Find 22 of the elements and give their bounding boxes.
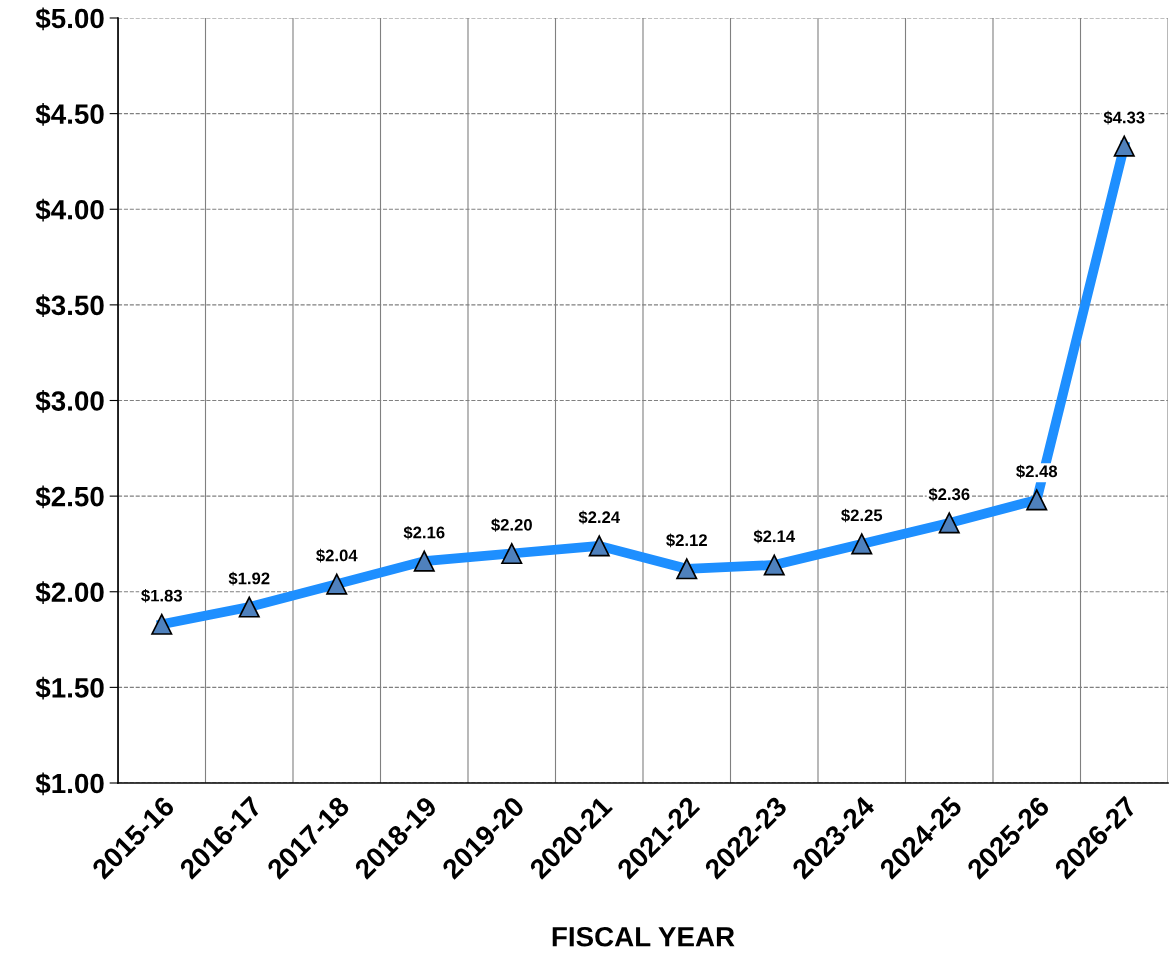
y-tick-label: $1.50 (35, 676, 104, 700)
data-label: $2.20 (491, 518, 532, 532)
y-tick-label: $3.00 (35, 389, 104, 413)
data-label: $2.36 (928, 487, 970, 502)
data-label: $2.14 (753, 529, 796, 544)
y-tick-label: $2.50 (35, 485, 104, 509)
data-label: $1.92 (228, 571, 270, 586)
data-label: $4.33 (1103, 110, 1145, 125)
data-label: $2.16 (403, 525, 445, 540)
x-axis-title: FISCAL YEAR (552, 926, 735, 947)
y-tick-label: $1.00 (35, 772, 104, 796)
y-tick-label: $5.00 (35, 7, 104, 31)
data-label: $1.83 (141, 588, 182, 603)
data-label: $2.12 (666, 533, 707, 548)
y-tick-label: $3.50 (35, 294, 104, 317)
data-label: $2.24 (578, 510, 621, 525)
data-label: $2.25 (841, 508, 883, 523)
data-label: $2.04 (316, 548, 358, 563)
y-tick-label: $4.00 (35, 198, 104, 222)
y-tick-label: $4.50 (35, 103, 104, 126)
y-tick-label: $2.00 (35, 581, 104, 604)
data-label: $2.48 (1016, 464, 1058, 479)
